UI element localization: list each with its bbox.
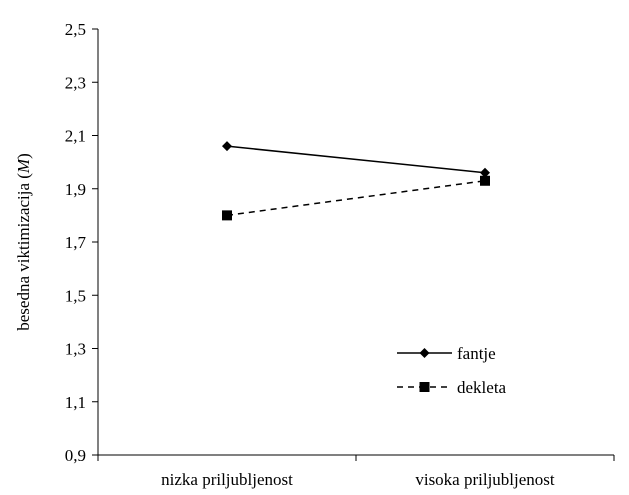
y-tick-label: 1,1 xyxy=(65,393,86,412)
y-tick-label: 1,5 xyxy=(65,286,86,305)
series-fantje xyxy=(222,141,490,178)
series-line xyxy=(226,180,486,217)
series-line xyxy=(226,145,486,174)
y-axis: 0,9 1,1 1,3 1,5 1,7 1,9 2,1 2,3 2,5 xyxy=(65,20,99,465)
y-axis-title-italic: M xyxy=(14,158,33,174)
legend: fantje dekleta xyxy=(397,344,507,397)
y-tick-label: 2,5 xyxy=(65,20,86,39)
y-tick-label: 2,1 xyxy=(65,127,86,146)
legend-label: dekleta xyxy=(457,378,507,397)
data-point xyxy=(480,175,490,186)
legend-label: fantje xyxy=(457,344,496,363)
y-tick-label: 0,9 xyxy=(65,446,86,465)
y-tick-label: 2,3 xyxy=(65,73,86,92)
x-tick-label: visoka priljubljenost xyxy=(415,470,555,489)
data-point xyxy=(222,210,232,221)
y-tick-label: 1,9 xyxy=(65,180,86,199)
y-tick-label: 1,7 xyxy=(65,233,87,252)
y-tick-label: 1,3 xyxy=(65,340,86,359)
y-axis-title-suffix: ) xyxy=(14,153,33,159)
series-dekleta xyxy=(222,175,490,221)
legend-marker xyxy=(419,382,430,392)
data-point xyxy=(222,141,232,152)
legend-item: fantje xyxy=(397,344,496,363)
y-axis-title-prefix: besedna viktimizacija ( xyxy=(14,173,33,331)
data-point xyxy=(480,167,490,178)
y-axis-title: besedna viktimizacija (M) xyxy=(14,153,33,331)
legend-item: dekleta xyxy=(397,378,507,397)
series-layer xyxy=(222,141,490,221)
x-tick-label: nizka priljubljenost xyxy=(161,470,293,489)
legend-marker xyxy=(419,348,430,358)
x-axis: nizka priljubljenost visoka priljubljenos… xyxy=(97,454,615,489)
